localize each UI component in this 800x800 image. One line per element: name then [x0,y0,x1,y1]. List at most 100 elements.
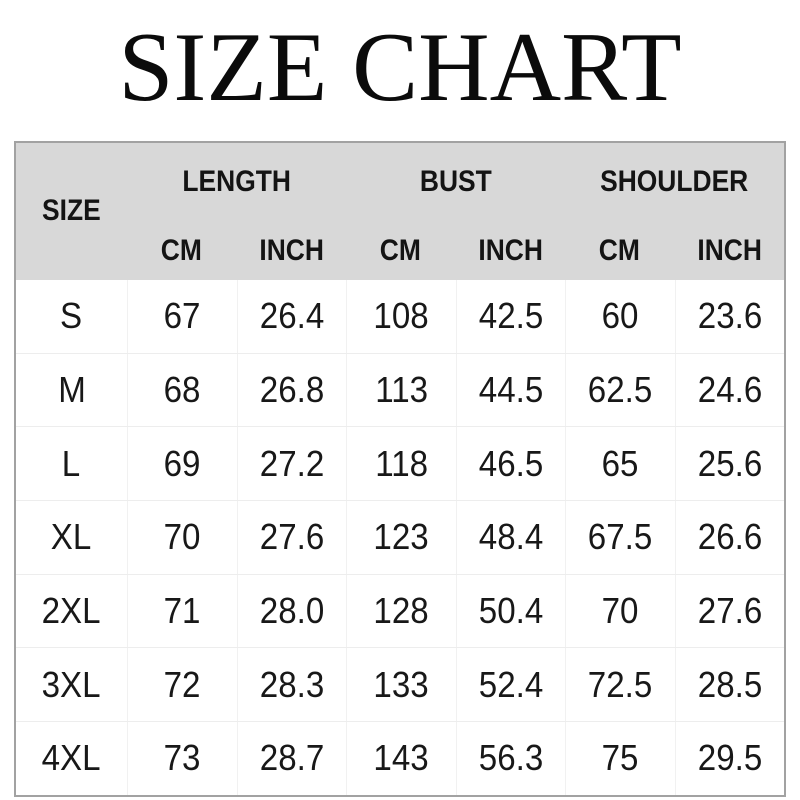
length-inch-value: 27.6 [259,516,324,558]
bust-cm-value: 118 [374,442,428,484]
shoulder-inch-cell: 29.5 [674,721,785,795]
unit-header-bust-cm-label: CM [380,233,422,267]
length-cm-cell: 72 [127,648,237,721]
bust-cm-cell: 133 [346,648,456,721]
size-cell: 2XL [16,575,127,648]
shoulder-cm-cell: 75 [565,721,675,795]
length-inch-cell: 27.6 [236,500,347,574]
bust-cm-value: 123 [373,516,429,558]
column-header-size: SIZE [38,194,105,228]
column-group-length-label: LENGTH [182,165,291,199]
bust-inch-cell: 50.4 [455,574,566,648]
size-value: 2XL [42,589,101,631]
column-group-shoulder: SHOULDER [590,165,758,199]
bust-cm-cell: 128 [346,574,456,648]
bust-inch-value: 42.5 [478,295,543,337]
size-value: S [60,295,83,337]
bust-inch-value: 46.5 [478,442,543,484]
shoulder-inch-cell: 24.6 [674,353,785,427]
unit-header-length-cm-label: CM [161,233,203,267]
column-group-bust-label: BUST [419,165,492,199]
unit-header-bust-cm: CM [377,234,424,268]
table-row-s: S 67 26.4 108 42.5 60 23.6 [16,279,784,353]
shoulder-inch-cell: 27.6 [674,574,785,648]
bust-inch-value: 56.3 [478,737,543,779]
unit-header-length-cm: CM [158,234,205,268]
column-group-length: LENGTH [175,165,298,199]
unit-header-shoulder-cm-label: CM [599,233,641,267]
bust-inch-cell: 48.4 [455,500,566,574]
length-cm-cell: 73 [127,721,237,795]
bust-inch-cell: 46.5 [455,427,566,500]
table-row-2xl: 2XL 71 28.0 128 50.4 70 27.6 [16,573,785,648]
size-value: 3XL [42,663,101,705]
length-inch-value: 28.7 [259,737,324,779]
shoulder-cm-cell: 70 [565,574,675,648]
bust-inch-value: 52.4 [478,663,543,705]
unit-header-shoulder-inch-label: INCH [696,233,762,267]
shoulder-cm-cell: 67.5 [565,500,675,574]
shoulder-inch-cell: 28.5 [674,648,785,721]
column-group-bust: BUST [415,165,497,199]
shoulder-cm-value: 75 [601,737,639,779]
bust-cm-value: 133 [373,663,429,705]
bust-cm-cell: 118 [346,427,456,500]
shoulder-inch-value: 24.6 [697,368,762,410]
column-group-shoulder-label: SHOULDER [600,165,749,199]
size-value: M [57,368,86,410]
shoulder-inch-value: 25.6 [697,442,762,484]
length-cm-value: 67 [163,295,201,337]
shoulder-cm-cell: 72.5 [565,648,675,721]
size-chart-table: SIZE LENGTH BUST SHOULDER CM INCH CM INC… [14,140,786,797]
bust-inch-value: 50.4 [478,589,543,631]
length-inch-cell: 28.3 [236,648,347,721]
length-cm-value: 73 [163,737,201,779]
length-cm-cell: 69 [127,427,237,500]
table-row-4xl: 4XL 73 28.7 143 56.3 75 29.5 [16,720,785,795]
unit-header-shoulder-inch: INCH [693,234,766,268]
bust-inch-cell: 52.4 [455,648,566,721]
shoulder-inch-value: 23.6 [697,295,762,337]
bust-cm-value: 143 [373,737,429,779]
size-cell: 4XL [16,722,127,795]
bust-cm-cell: 108 [346,279,456,353]
length-cm-value: 68 [163,368,201,410]
size-cell: M [16,354,127,427]
length-inch-cell: 28.0 [236,574,347,648]
shoulder-cm-cell: 60 [565,279,675,353]
unit-header-bust-inch-label: INCH [477,233,543,267]
length-cm-cell: 68 [127,353,237,427]
size-value: 4XL [42,737,101,779]
table-header: SIZE LENGTH BUST SHOULDER CM INCH CM INC… [16,142,784,280]
shoulder-inch-value: 26.6 [697,516,762,558]
table-row-3xl: 3XL 72 28.3 133 52.4 72.5 28.5 [16,647,784,721]
bust-inch-cell: 42.5 [455,279,566,353]
length-inch-value: 26.8 [259,368,324,410]
shoulder-cm-cell: 62.5 [565,353,675,427]
table-body: S 67 26.4 108 42.5 60 23.6 M 68 26.8 113… [16,279,785,795]
length-cm-value: 69 [163,442,201,484]
shoulder-inch-cell: 25.6 [674,427,785,500]
length-inch-value: 28.0 [259,589,324,631]
size-value: XL [51,516,92,558]
unit-header-bust-inch: INCH [474,234,547,268]
shoulder-cm-value: 65 [601,442,639,484]
size-cell: S [16,280,127,353]
unit-header-length-inch: INCH [255,234,328,268]
length-inch-value: 26.4 [259,295,324,337]
unit-header-length-inch-label: INCH [258,233,324,267]
size-cell: 3XL [16,648,127,721]
length-inch-cell: 28.7 [236,721,347,795]
shoulder-cm-value: 60 [601,295,639,337]
shoulder-cm-cell: 65 [565,427,675,500]
bust-cm-cell: 113 [346,353,456,427]
table-row-xl: XL 70 27.6 123 48.4 67.5 26.6 [16,499,785,574]
bust-cm-cell: 123 [346,500,456,574]
length-cm-value: 72 [163,663,201,705]
size-chart-page: SIZE CHART SIZE LENGTH BUST SHOULDER CM … [0,10,800,800]
shoulder-cm-value: 72.5 [588,663,653,705]
shoulder-cm-value: 62.5 [588,368,653,410]
bust-inch-cell: 56.3 [455,721,566,795]
size-cell: L [16,427,127,500]
shoulder-inch-cell: 26.6 [674,500,785,574]
